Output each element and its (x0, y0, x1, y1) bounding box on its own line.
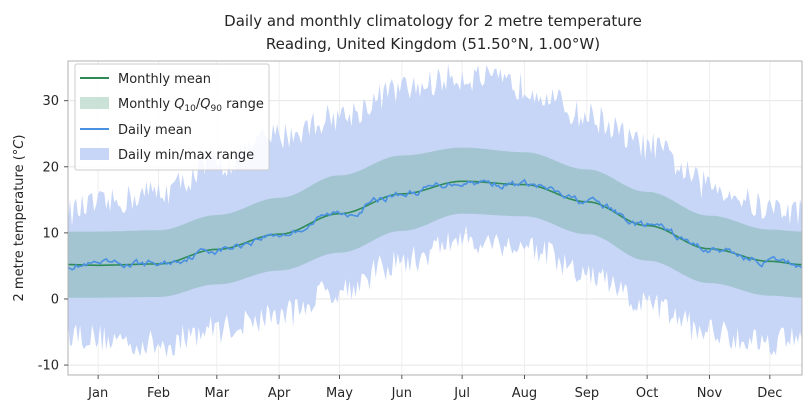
x-tick-label-mar: Mar (205, 386, 230, 401)
y-tick-label: 20 (42, 160, 59, 175)
x-tick-label-jan: Jan (87, 386, 108, 401)
monthly-q10-q90-band (68, 147, 802, 298)
x-axis-month-labels: Jan Feb Mar Apr May Jun Jul Aug Sep Oct Nov Dec (87, 375, 782, 401)
x-tick-label-jun: Jun (391, 386, 412, 401)
plot-area (67, 60, 803, 376)
chart-subtitle: Reading, United Kingdom (51.50°N, 1.00°W… (266, 35, 600, 53)
legend: Monthly mean Monthly Q10/Q90 range Daily… (74, 63, 270, 171)
legend-daily-range-label: Daily min/max range (118, 148, 254, 163)
y-tick-label: 30 (42, 94, 59, 109)
legend-monthly-mean-label: Monthly mean (118, 72, 211, 87)
y-tick-label: 0 (51, 292, 59, 307)
x-tick-label-feb: Feb (147, 386, 170, 401)
y-axis-ticks: -10 0 10 20 30 (38, 94, 68, 374)
x-tick-label-oct: Oct (636, 386, 658, 401)
daily-min-max-band (68, 63, 802, 358)
y-tick-label: -10 (38, 359, 59, 374)
x-tick-label-nov: Nov (697, 386, 723, 401)
x-tick-label-apr: Apr (268, 386, 291, 401)
plot-frame (67, 60, 803, 376)
x-tick-label-jul: Jul (453, 386, 470, 401)
legend-daily-range-swatch (80, 148, 109, 160)
legend-daily-mean-label: Daily mean (118, 123, 192, 138)
x-tick-label-sep: Sep (575, 386, 600, 401)
x-tick-label-aug: Aug (512, 386, 537, 401)
chart-title: Daily and monthly climatology for 2 metr… (224, 12, 642, 30)
y-axis-label: 2 metre temperature (°C) (12, 135, 27, 302)
x-tick-label-dec: Dec (757, 386, 782, 401)
x-tick-label-may: May (326, 386, 353, 401)
y-tick-label: 10 (42, 226, 59, 241)
legend-q-range-swatch (80, 97, 109, 109)
legend-q-range-label: Monthly Q10/Q90 range (118, 97, 264, 114)
daily-mean-line (67, 178, 803, 271)
legend-box (74, 63, 270, 171)
